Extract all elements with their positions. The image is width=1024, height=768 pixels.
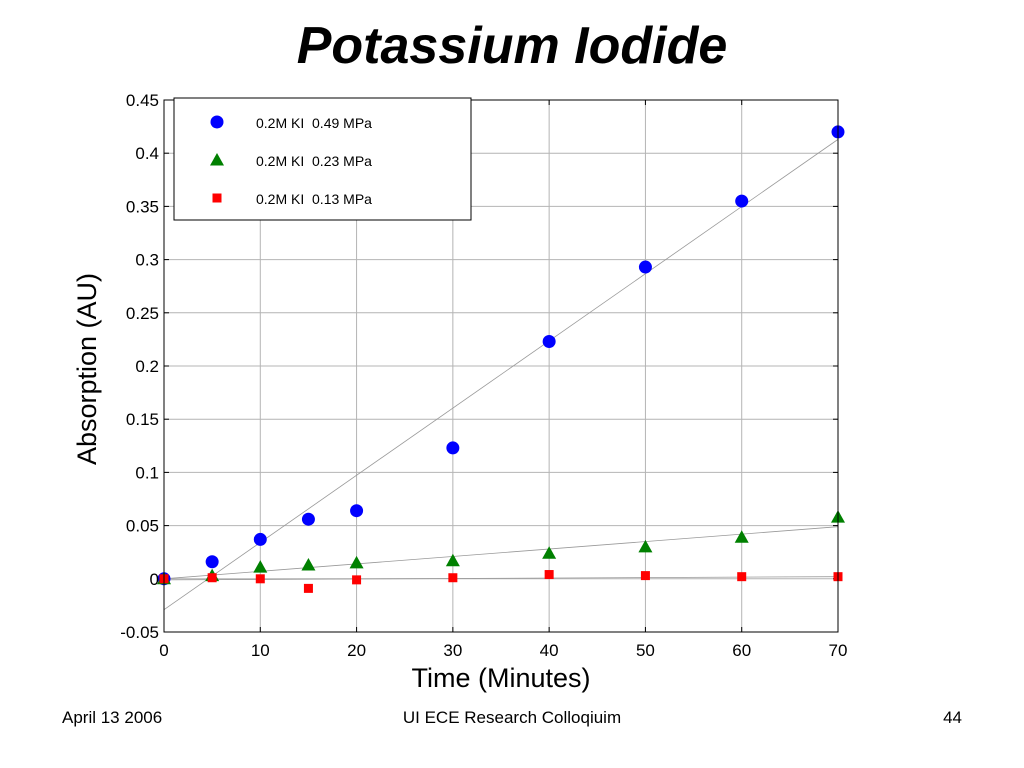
y-tick-label: 0.2 (135, 357, 159, 376)
y-tick-label: 0 (150, 570, 159, 589)
slide-title: Potassium Iodide (296, 17, 728, 75)
y-tick-label: 0.35 (126, 197, 159, 216)
trend-line (163, 526, 839, 580)
circle-data-point (350, 504, 364, 518)
square-data-point (544, 570, 554, 580)
circle-data-point (301, 512, 315, 526)
circle-data-point (446, 441, 460, 455)
legend-entry-label: 0.2M KI 0.13 MPa (256, 191, 372, 207)
square-data-point (255, 574, 265, 584)
x-tick-label: 10 (251, 641, 270, 660)
footer-presentation-name: UI ECE Research Colloqiuim (402, 708, 622, 727)
legend-square-marker (212, 193, 222, 203)
x-tick-label: 30 (443, 641, 462, 660)
y-tick-label: 0.05 (126, 517, 159, 536)
scatter-chart: 0 10 20 30 40 50 60 70-0.0500.050.10.150.20.250… (72, 91, 848, 693)
x-tick-label: 70 (829, 641, 848, 660)
legend-triangle-marker (210, 153, 224, 166)
x-axis-label: Time (Minutes) (411, 663, 590, 693)
square-data-point (207, 573, 217, 583)
x-tick-label: 20 (347, 641, 366, 660)
square-data-point (737, 572, 747, 582)
y-tick-label: 0.45 (126, 91, 159, 110)
trend-line (163, 139, 839, 610)
triangle-data-point (445, 553, 460, 567)
plot-frame (163, 99, 839, 633)
y-tick-label: 0.25 (126, 304, 159, 323)
square-data-point (640, 571, 650, 581)
footer-date: April 13 2006 (62, 708, 163, 727)
y-tick-label: 0.1 (135, 463, 159, 482)
legend-entry-label: 0.2M KI 0.49 MPa (256, 115, 372, 131)
y-tick-label: 0.15 (126, 410, 159, 429)
legend: 0.2M KI 0.49 MPa 0.2M KI 0.23 MPa 0.2M KI … (173, 97, 472, 221)
slide-number: 44 (943, 708, 962, 727)
triangle-data-point (301, 557, 316, 571)
legend-box (173, 97, 472, 221)
x-tick-label: 40 (540, 641, 559, 660)
triangle-data-point (734, 530, 749, 543)
y-axis-label: Absorption (AU) (72, 273, 102, 465)
triangle-data-point (542, 546, 557, 559)
circle-data-point (735, 194, 749, 208)
square-data-point (303, 583, 313, 593)
triangle-data-point (349, 555, 364, 569)
circle-data-point (638, 260, 652, 274)
legend-entry-label: 0.2M KI 0.23 MPa (256, 153, 372, 169)
y-tick-label: 0.3 (135, 251, 159, 270)
y-tick-label: 0.4 (135, 144, 159, 163)
x-tick-label: 50 (636, 641, 655, 660)
triangle-data-point (253, 560, 268, 573)
circle-data-point (205, 555, 219, 569)
legend-circle-marker (210, 115, 224, 129)
square-data-point (448, 573, 458, 583)
circle-data-point (253, 532, 267, 546)
x-tick-label: 0 (159, 641, 168, 660)
triangle-data-point (638, 539, 653, 553)
trend-line (163, 576, 839, 581)
square-data-point (352, 575, 362, 585)
x-tick-label: 60 (732, 641, 751, 660)
circle-data-point (542, 335, 556, 349)
y-tick-label: -0.05 (120, 623, 159, 642)
